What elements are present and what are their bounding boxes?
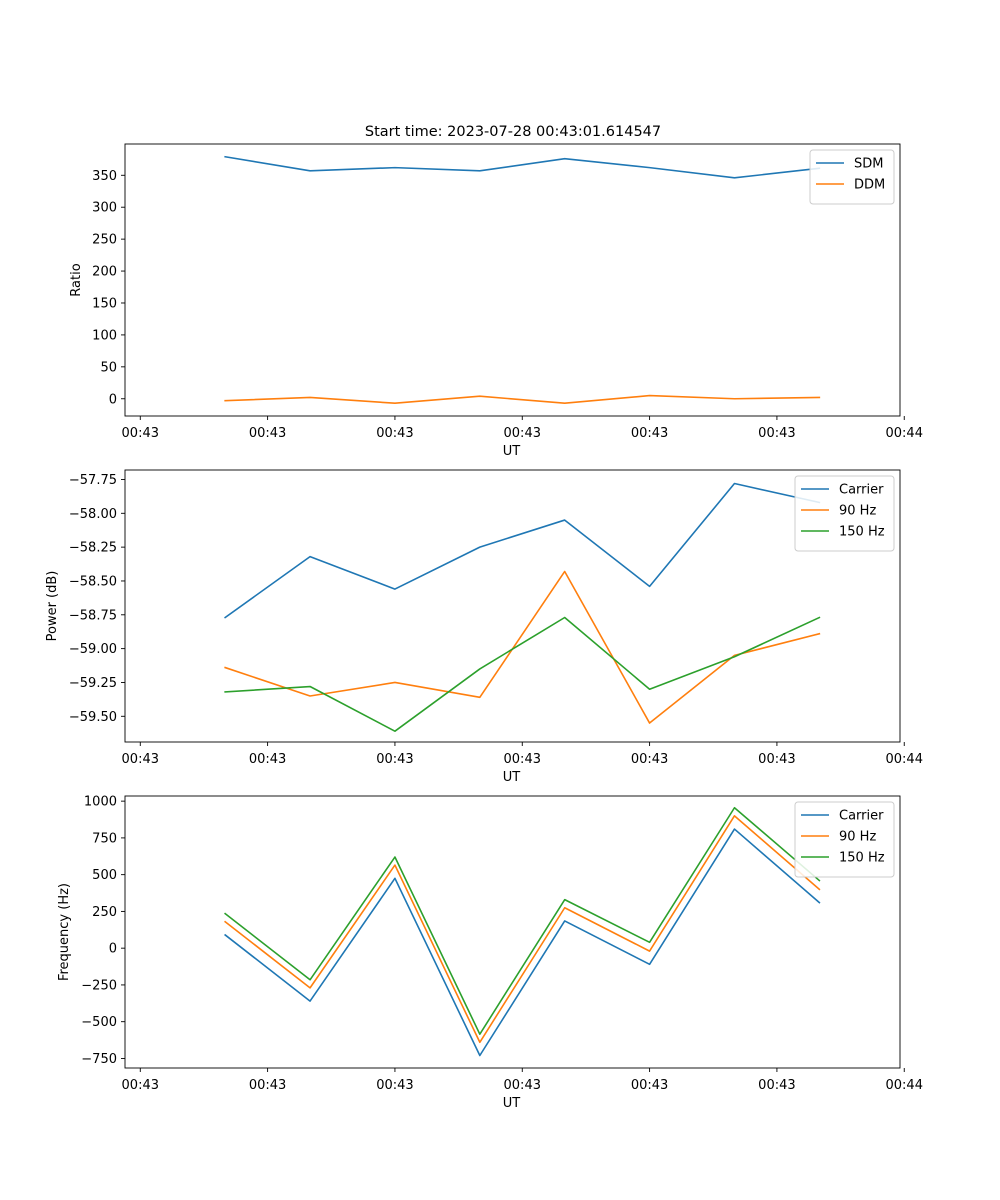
- ratio-panel-series-sdm-line: [224, 155, 821, 179]
- power-panel-series-150-hz-line: [224, 616, 821, 732]
- power-panel-legend-label: 90 Hz: [839, 504, 876, 519]
- ratio-panel-y-tick-label: 300: [92, 201, 117, 216]
- frequency-panel-y-tick-label: 1000: [84, 795, 117, 810]
- power-panel-x-tick-label: 00:43: [249, 752, 286, 767]
- ratio-panel-legend-label: SDM: [854, 157, 883, 172]
- power-panel-x-tick-label: 00:43: [631, 752, 668, 767]
- ratio-panel-y-tick-label: 150: [92, 296, 117, 311]
- ratio-panel-x-tick-label: 00:43: [504, 426, 541, 441]
- ratio-panel-y-tick-label: 350: [92, 169, 117, 184]
- frequency-panel-axes-frame: [124, 795, 901, 1069]
- ratio-panel-legend-label: DDM: [854, 178, 885, 193]
- power-panel-x-tick-label: 00:43: [504, 752, 541, 767]
- frequency-panel-legend: Carrier 90 Hz 150 Hz: [794, 801, 895, 878]
- ratio-panel-x-tick-label: 00:43: [758, 426, 795, 441]
- ratio-panel-x-tick-label: 00:43: [631, 426, 668, 441]
- frequency-panel-x-tick-label: 00:43: [122, 1078, 159, 1093]
- power-panel-legend-label: 150 Hz: [839, 525, 885, 540]
- ratio-panel-y-tick-label: 0: [109, 392, 117, 407]
- ratio-panel-y-tick-label: 100: [92, 328, 117, 343]
- power-panel: 00:43 00:43 00:43 00:43 00:43 00:43 00:44 −59.5…: [45, 469, 923, 785]
- ratio-panel-legend: SDM DDM: [809, 149, 895, 205]
- frequency-panel-y-tick-label: 250: [92, 905, 117, 920]
- frequency-panel-x-tick-label: 00:43: [376, 1078, 413, 1093]
- frequency-panel-legend-label: Carrier: [839, 809, 884, 824]
- frequency-panel-series-150-hz-line: [224, 806, 821, 1035]
- ratio-panel-x-tick-label: 00:43: [122, 426, 159, 441]
- frequency-panel-x-tick-label: 00:44: [886, 1078, 923, 1093]
- power-panel-y-tick-label: −59.25: [69, 676, 117, 691]
- ratio-panel-x-tick-label: 00:43: [376, 426, 413, 441]
- frequency-panel: 00:43 00:43 00:43 00:43 00:43 00:43 00:44 −750 −…: [57, 795, 923, 1111]
- frequency-panel-legend-label: 150 Hz: [839, 851, 885, 866]
- frequency-panel-x-axis-label: UT: [503, 1096, 521, 1111]
- frequency-panel-legend-label: 90 Hz: [839, 830, 876, 845]
- power-panel-y-tick-label: −59.00: [69, 642, 117, 657]
- ratio-panel: 00:43 00:43 00:43 00:43 00:43 00:43 00:44 0 50 10…: [69, 143, 923, 459]
- power-panel-y-tick-label: −58.50: [69, 574, 117, 589]
- frequency-panel-legend-box: [794, 801, 895, 878]
- figure-title: Start time: 2023-07-28 00:43:01.614547: [365, 124, 661, 140]
- power-panel-y-tick-label: −59.50: [69, 710, 117, 725]
- panels: 00:43 00:43 00:43 00:43 00:43 00:43 00:44 0 50 10…: [45, 143, 923, 1111]
- power-panel-y-axis-label: Power (dB): [45, 571, 60, 642]
- power-panel-series-carrier-line: [224, 482, 821, 619]
- ratio-panel-x-tick-label: 00:43: [249, 426, 286, 441]
- frequency-panel-y-tick-label: −500: [81, 1015, 117, 1030]
- ratio-panel-y-axis-label: Ratio: [69, 263, 84, 296]
- frequency-panel-y-tick-label: 0: [109, 942, 117, 957]
- power-panel-x-tick-label: 00:43: [122, 752, 159, 767]
- ratio-panel-y-tick-label: 200: [92, 265, 117, 280]
- ratio-panel-axes-frame: [124, 143, 901, 417]
- frequency-panel-x-tick-label: 00:43: [758, 1078, 795, 1093]
- frequency-panel-y-tick-label: −750: [81, 1052, 117, 1067]
- frequency-panel-y-tick-label: −250: [81, 978, 117, 993]
- frequency-panel-series-carrier-line: [224, 828, 821, 1057]
- frequency-panel-y-tick-label: 500: [92, 868, 117, 883]
- frequency-panel-x-tick-label: 00:43: [504, 1078, 541, 1093]
- power-panel-legend-box: [794, 475, 895, 552]
- power-panel-y-tick-label: −58.25: [69, 541, 117, 556]
- power-panel-y-tick-label: −58.00: [69, 507, 117, 522]
- frequency-panel-x-tick-label: 00:43: [631, 1078, 668, 1093]
- ratio-panel-y-tick-label: 250: [92, 233, 117, 248]
- ratio-panel-series-ddm-line: [224, 394, 821, 405]
- ratio-panel-x-tick-label: 00:44: [886, 426, 923, 441]
- power-panel-legend: Carrier 90 Hz 150 Hz: [794, 475, 895, 552]
- ratio-panel-y-tick-label: 50: [100, 360, 117, 375]
- power-panel-x-tick-label: 00:44: [886, 752, 923, 767]
- power-panel-legend-label: Carrier: [839, 483, 884, 498]
- power-panel-y-tick-label: −57.75: [69, 473, 117, 488]
- power-panel-axes-frame: [124, 469, 901, 743]
- frequency-panel-series-90-hz-line: [224, 815, 821, 1044]
- frequency-panel-y-axis-label: Frequency (Hz): [57, 883, 72, 981]
- power-panel-x-axis-label: UT: [503, 770, 521, 785]
- frequency-panel-y-tick-label: 750: [92, 831, 117, 846]
- frequency-panel-x-tick-label: 00:43: [249, 1078, 286, 1093]
- ratio-panel-x-axis-label: UT: [503, 444, 521, 459]
- power-panel-x-tick-label: 00:43: [758, 752, 795, 767]
- power-panel-y-tick-label: −58.75: [69, 608, 117, 623]
- power-panel-x-tick-label: 00:43: [376, 752, 413, 767]
